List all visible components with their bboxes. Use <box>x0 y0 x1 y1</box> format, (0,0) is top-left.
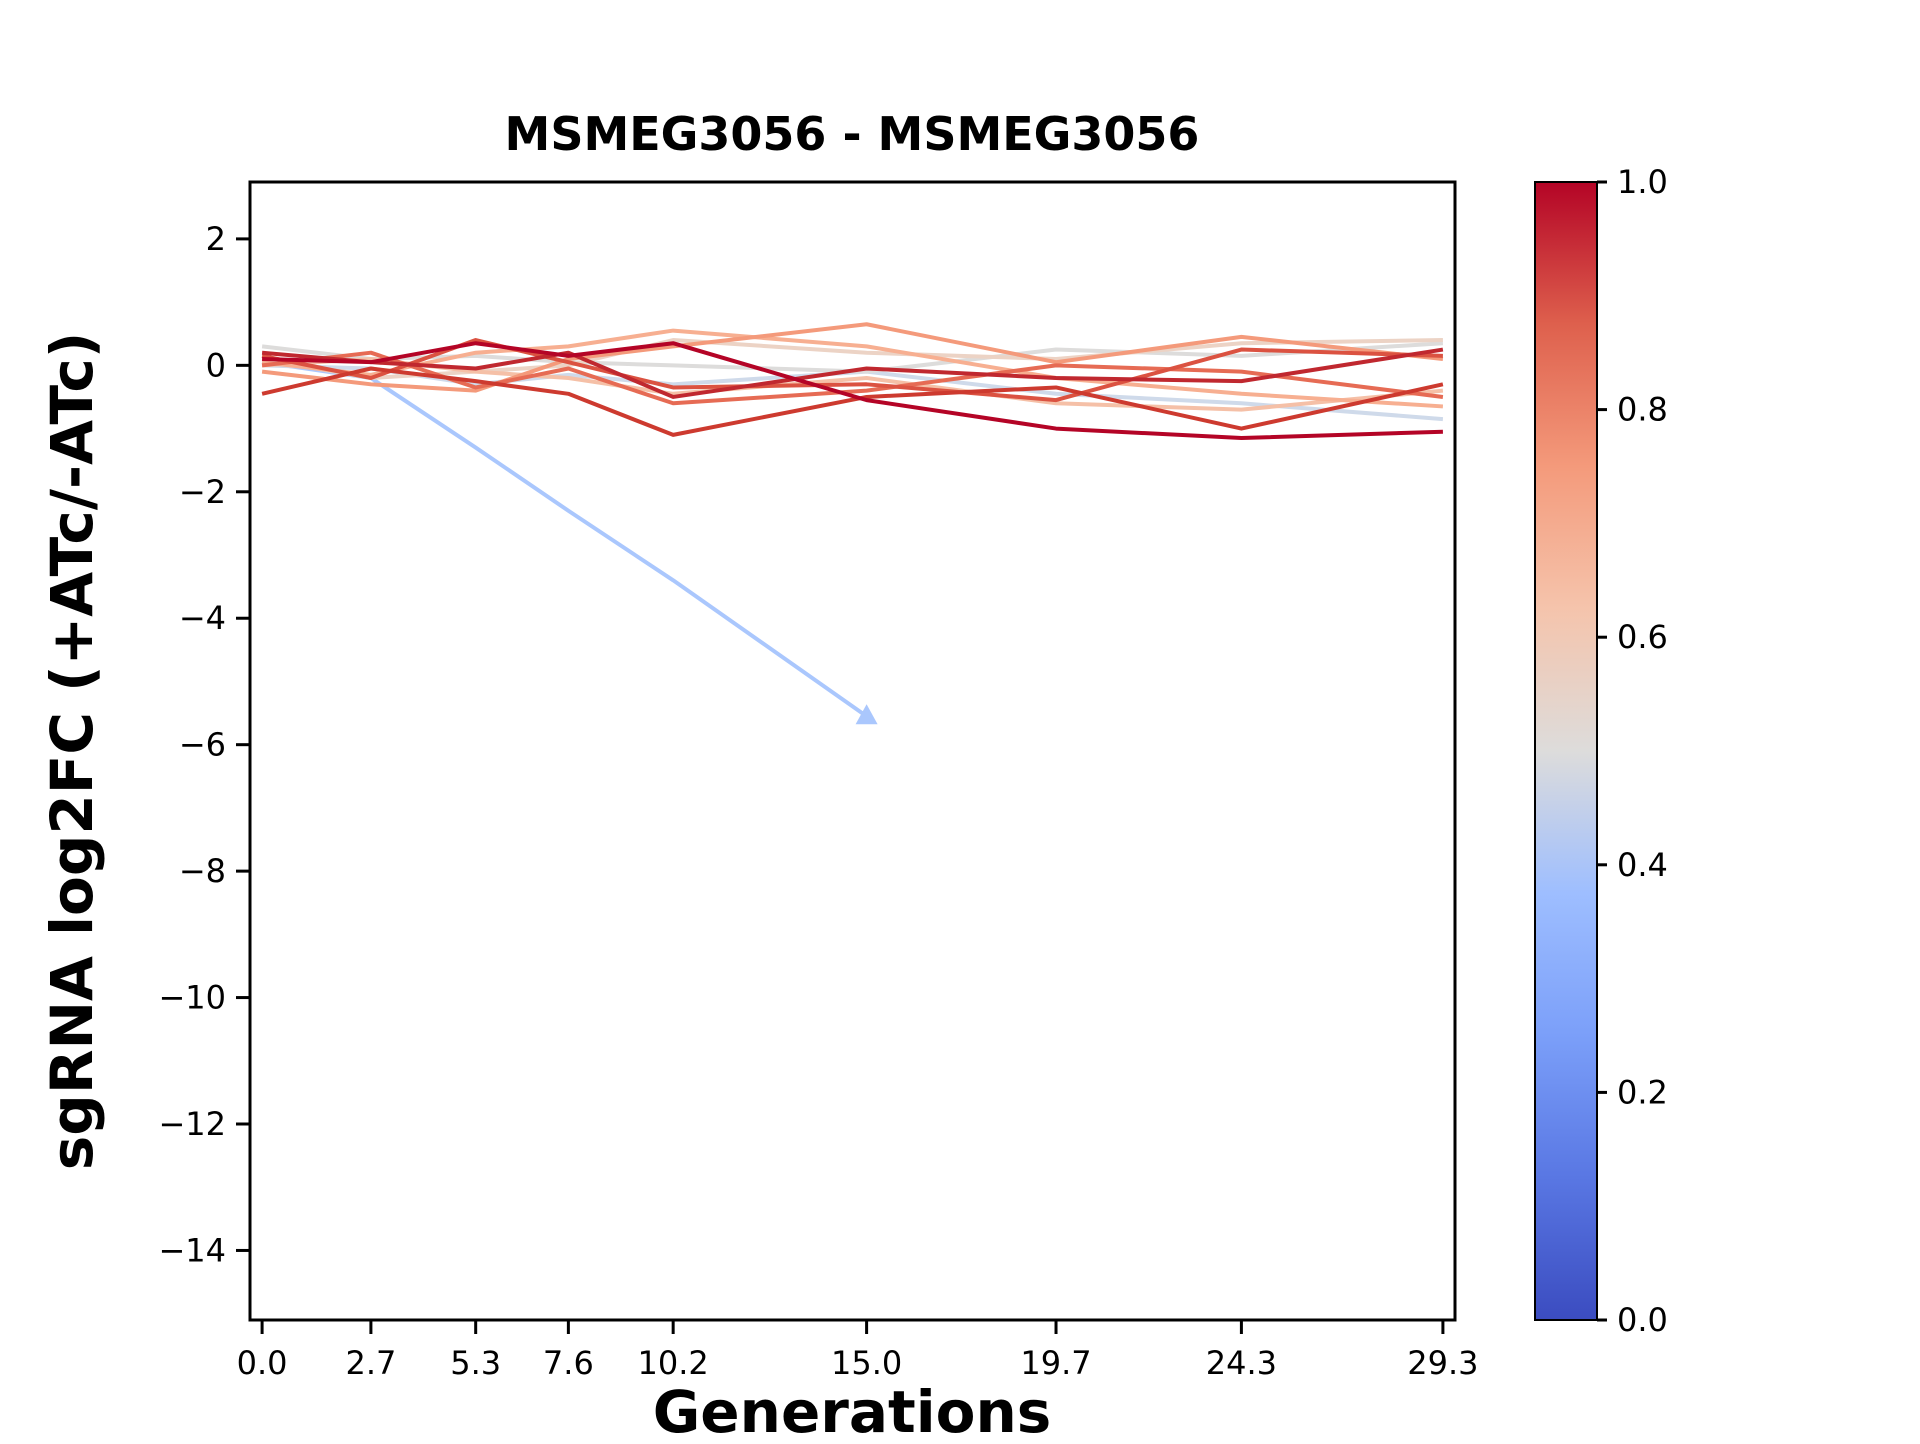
y-tick-label: 0 <box>206 346 226 384</box>
colorbar-gradient <box>1534 181 1598 1321</box>
x-tick-label: 15.0 <box>831 1344 902 1382</box>
colorbar-tick-label: 0.0 <box>1617 1301 1668 1339</box>
colorbar-tick-label: 1.0 <box>1617 163 1668 201</box>
y-tick-label: −12 <box>158 1105 226 1143</box>
y-tick-label: −4 <box>179 599 226 637</box>
sgrna-line <box>261 322 1444 393</box>
x-tick-label: 2.7 <box>345 1344 396 1382</box>
series-lines <box>261 322 1444 725</box>
x-tick-label: 7.6 <box>543 1344 594 1382</box>
y-tick-label: 2 <box>206 220 226 258</box>
colorbar-tick-label: 0.6 <box>1617 618 1668 656</box>
x-tick-label: 5.3 <box>450 1344 501 1382</box>
sgrna-line <box>261 347 1444 399</box>
x-tick-label: 29.3 <box>1407 1344 1478 1382</box>
y-tick-label: −10 <box>158 979 226 1017</box>
dropout-triangle-marker <box>855 704 878 725</box>
sgrna-line <box>261 366 1444 437</box>
axes: 0.0 2.7 5.3 7.6 10.2 15.0 19.7 24.3 29.3 2 0 −2 −4 −6… <box>158 220 1478 1382</box>
sgrna-line <box>262 341 1443 441</box>
sgrna-line <box>261 341 1444 374</box>
x-tick-label: 24.3 <box>1206 1344 1277 1382</box>
chart-title: MSMEG3056 - MSMEG3056 <box>505 107 1200 161</box>
y-tick-label: −2 <box>179 473 226 511</box>
y-tick-label: −8 <box>179 852 226 890</box>
y-axis-label: sgRNA log2FC (+ATc/-ATc) <box>38 332 106 1170</box>
colorbar: 1.0 0.8 0.6 0.4 0.2 0.0 <box>1534 163 1668 1339</box>
colorbar-tick-label: 0.2 <box>1617 1073 1668 1111</box>
sgrna-line <box>261 338 1443 380</box>
colorbar-tick-label: 0.4 <box>1617 846 1668 884</box>
x-tick-label: 0.0 <box>237 1344 288 1382</box>
x-tick-label: 19.7 <box>1020 1344 1091 1382</box>
x-axis-label: Generations <box>653 1378 1052 1440</box>
x-tick-label: 10.2 <box>638 1344 709 1382</box>
y-tick-label: −14 <box>158 1231 226 1269</box>
y-tick-label: −6 <box>179 726 226 764</box>
colorbar-tick-label: 0.8 <box>1617 391 1668 429</box>
